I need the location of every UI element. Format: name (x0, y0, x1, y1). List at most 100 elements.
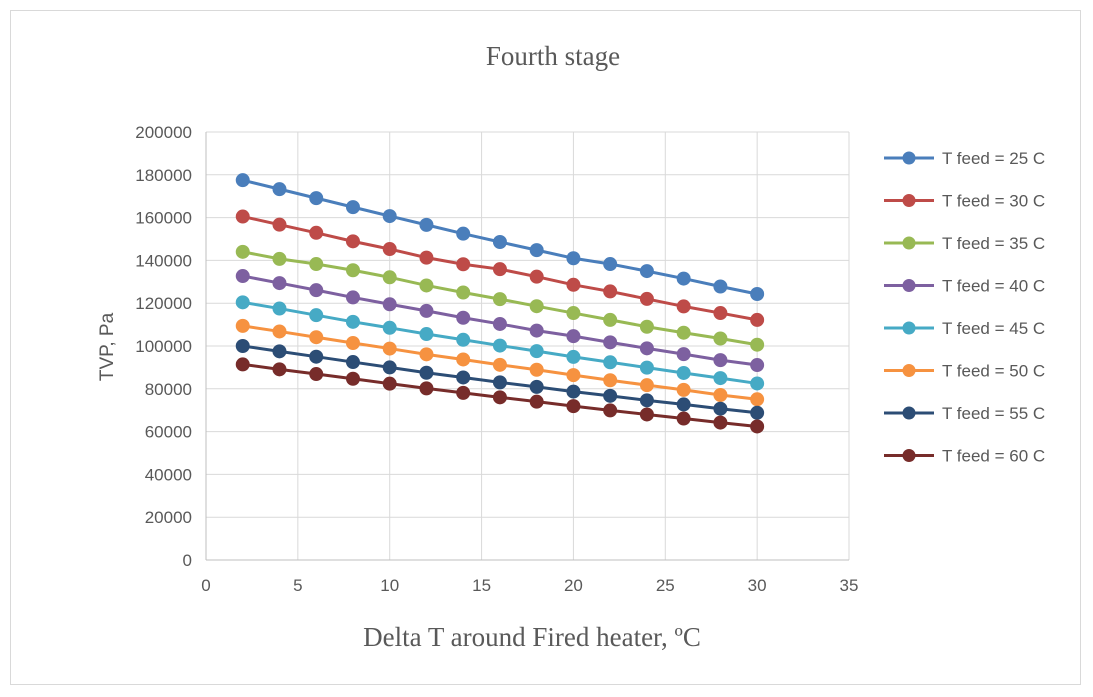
legend-item: T feed = 50 C (884, 362, 1045, 381)
data-point (456, 332, 471, 347)
data-point (676, 347, 691, 362)
legend-item: T feed = 25 C (884, 149, 1045, 168)
data-point (566, 368, 581, 383)
data-point (309, 308, 324, 323)
data-point (235, 209, 250, 224)
legend-label: T feed = 45 C (942, 319, 1045, 338)
y-tick-label: 80000 (145, 380, 192, 399)
legend-item: T feed = 60 C (884, 447, 1045, 466)
y-tick-label: 140000 (135, 251, 192, 270)
data-point (676, 382, 691, 397)
data-point (639, 360, 654, 375)
data-point (750, 312, 765, 327)
series-2 (235, 209, 765, 327)
data-point (529, 243, 544, 258)
y-tick-label: 0 (183, 551, 192, 570)
data-point (309, 349, 324, 364)
data-point (345, 314, 360, 329)
series-1 (235, 173, 765, 301)
data-point (750, 376, 765, 391)
data-point (419, 327, 434, 342)
data-point (713, 331, 728, 346)
x-tick-label: 20 (564, 576, 583, 595)
data-point (750, 337, 765, 352)
data-point (639, 407, 654, 422)
legend-swatch-marker (902, 194, 916, 207)
data-point (345, 336, 360, 351)
data-point (272, 301, 287, 316)
legend-label: T feed = 60 C (942, 447, 1045, 466)
y-tick-label: 120000 (135, 294, 192, 313)
data-point (235, 173, 250, 188)
data-point (566, 349, 581, 364)
data-point (235, 339, 250, 353)
data-point (382, 242, 397, 257)
data-point (750, 286, 765, 301)
legend-label: T feed = 25 C (942, 149, 1045, 168)
legend-swatch-marker (902, 236, 916, 250)
legend-swatch-marker (902, 321, 916, 335)
data-point (603, 403, 618, 418)
data-point (235, 295, 250, 310)
data-point (676, 397, 691, 412)
legend-label: T feed = 55 C (942, 404, 1045, 423)
data-point (272, 217, 287, 232)
data-point (566, 329, 581, 344)
data-point (529, 394, 544, 409)
data-point (566, 399, 581, 414)
series-3 (235, 244, 765, 352)
y-axis-label: TVP, Pa (97, 312, 118, 381)
data-point (603, 388, 618, 403)
y-tick-label: 180000 (135, 166, 192, 185)
data-point (492, 262, 507, 277)
data-point (566, 251, 581, 266)
data-point (529, 269, 544, 284)
legend-swatch-marker (902, 449, 916, 462)
data-point (492, 234, 507, 249)
y-tick-label: 40000 (145, 465, 192, 484)
data-point (750, 419, 765, 434)
data-point (529, 362, 544, 377)
data-point (272, 324, 287, 339)
data-point (419, 303, 434, 318)
series-layer (235, 173, 765, 434)
data-point (419, 381, 434, 396)
data-point (713, 388, 728, 403)
legend-label: T feed = 35 C (942, 234, 1045, 253)
series-8 (235, 357, 765, 434)
data-point (309, 191, 324, 206)
y-tick-label: 160000 (135, 209, 192, 228)
data-point (272, 344, 287, 359)
data-point (456, 257, 471, 272)
x-axis-label: Delta T around Fired heater, ºC (363, 622, 701, 652)
data-point (713, 401, 728, 416)
data-point (529, 299, 544, 314)
x-tick-label: 0 (201, 576, 210, 595)
data-point (345, 263, 360, 278)
data-point (419, 347, 434, 362)
legend-item: T feed = 45 C (884, 319, 1045, 338)
data-point (676, 411, 691, 426)
data-point (272, 251, 287, 266)
data-point (272, 182, 287, 197)
data-point (382, 376, 397, 391)
data-point (603, 373, 618, 388)
legend-swatch-marker (902, 406, 916, 420)
data-point (529, 379, 544, 394)
data-point (676, 299, 691, 314)
legend-swatch-marker (902, 151, 916, 165)
data-point (603, 257, 618, 272)
y-tick-label: 60000 (145, 423, 192, 442)
series-6 (235, 318, 765, 407)
data-point (492, 292, 507, 307)
data-point (566, 384, 581, 399)
data-point (750, 392, 765, 407)
data-point (345, 290, 360, 305)
y-tick-label: 100000 (135, 337, 192, 356)
data-point (345, 200, 360, 215)
series-7 (235, 339, 765, 420)
data-point (456, 285, 471, 300)
data-point (603, 312, 618, 327)
data-point (419, 365, 434, 380)
chart-title: Fourth stage (486, 41, 620, 71)
